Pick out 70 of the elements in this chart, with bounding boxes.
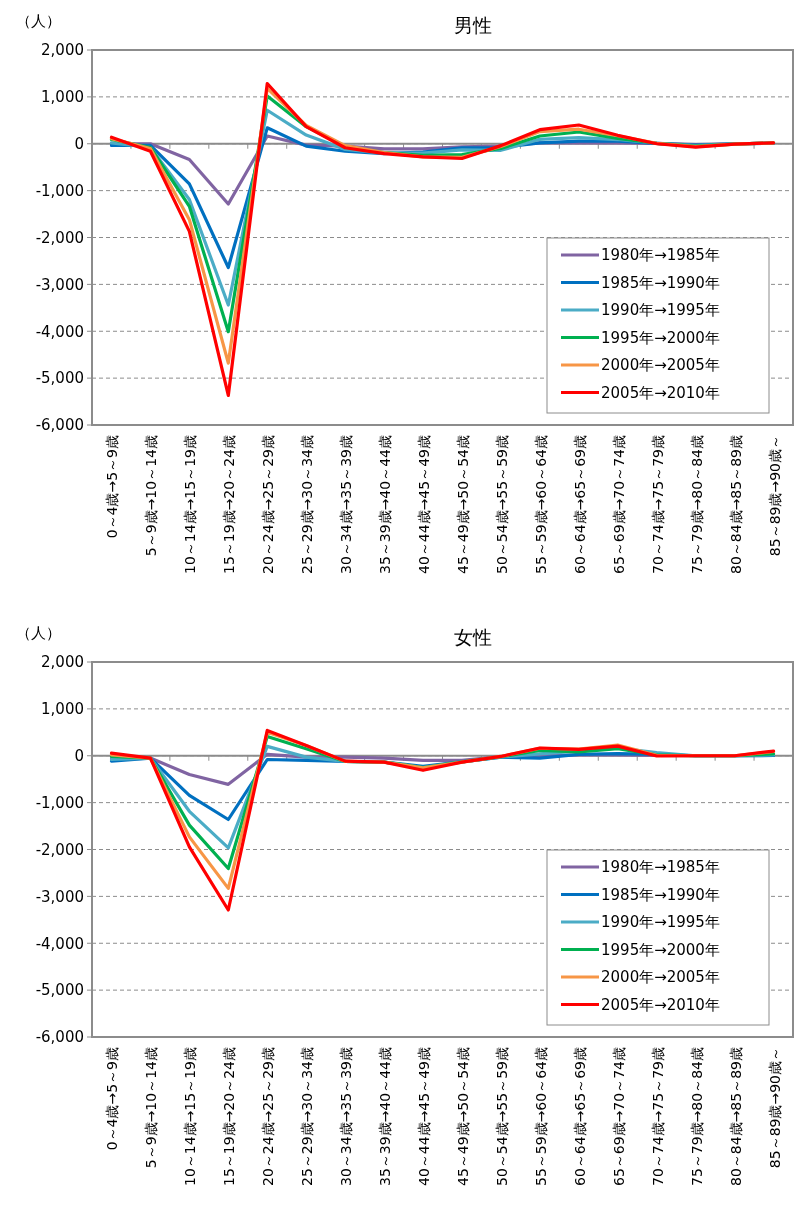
chart-title: 男性: [453, 14, 492, 36]
y-tick-label: 0: [74, 135, 84, 153]
legend-label: 2005年→2010年: [601, 995, 720, 1014]
x-tick-label: 60～64歳→65～69歳: [571, 435, 588, 574]
x-tick-label: 15～19歳→20～24歳: [221, 435, 238, 574]
y-axis-title: （人）: [15, 624, 61, 642]
y-tick-label: -6,000: [35, 416, 84, 435]
x-tick-label: 10～14歳→15～19歳: [182, 1047, 199, 1186]
legend-label: 1980年→1985年: [601, 858, 720, 877]
x-tick-label: 5～9歳→10～14歳: [143, 1047, 160, 1169]
y-tick-label: -2,000: [35, 228, 84, 247]
y-tick-label: 0: [74, 747, 84, 765]
y-tick-label: -2,000: [35, 840, 84, 859]
legend-label: 2000年→2005年: [601, 968, 720, 987]
x-tick-label: 70～74歳→75～79歳: [649, 435, 666, 574]
y-tick-label: -3,000: [35, 275, 84, 294]
y-tick-label: -5,000: [35, 369, 84, 388]
y-tick-label: 1,000: [41, 700, 84, 719]
y-tick-label: -3,000: [35, 887, 84, 906]
x-tick-label: 45～49歳→50～54歳: [454, 1047, 471, 1186]
x-tick-label: 50～54歳→55～59歳: [493, 1047, 510, 1186]
x-tick-label: 80～84歳→85～89歳: [727, 1047, 744, 1186]
x-tick-label: 10～14歳→15～19歳: [182, 435, 199, 574]
x-tick-label: 65～69歳→70～74歳: [610, 435, 627, 574]
x-tick-label: 35～39歳→40～44歳: [377, 435, 394, 574]
x-tick-label: 20～24歳→25～29歳: [260, 1047, 277, 1186]
x-tick-label: 85～89歳→90歳～: [766, 435, 783, 557]
x-tick-label: 25～29歳→30～34歳: [299, 1047, 316, 1186]
y-axis-title: （人）: [15, 12, 61, 30]
y-tick-label: -6,000: [35, 1028, 84, 1047]
x-tick-label: 25～29歳→30～34歳: [299, 435, 316, 574]
x-tick-label: 35～39歳→40～44歳: [377, 1047, 394, 1186]
legend-label: 1995年→2000年: [601, 940, 720, 959]
y-tick-label: -5,000: [35, 981, 84, 1000]
x-tick-label: 75～79歳→80～84歳: [688, 1047, 705, 1186]
legend-label: 1995年→2000年: [601, 328, 720, 347]
y-tick-label: -1,000: [35, 181, 84, 200]
y-tick-label: 1,000: [41, 88, 84, 107]
x-tick-label: 45～49歳→50～54歳: [454, 435, 471, 574]
x-tick-label: 70～74歳→75～79歳: [649, 1047, 666, 1186]
x-tick-label: 40～44歳→45～49歳: [416, 435, 433, 574]
x-tick-label: 30～34歳→35～39歳: [338, 1047, 355, 1186]
x-tick-label: 55～59歳→60～64歳: [532, 435, 549, 574]
x-tick-label: 55～59歳→60～64歳: [532, 1047, 549, 1186]
y-tick-label: 2,000: [41, 653, 84, 672]
y-tick-label: 2,000: [41, 41, 84, 60]
x-tick-label: 65～69歳→70～74歳: [610, 1047, 627, 1186]
legend-label: 1990年→1995年: [601, 301, 720, 320]
legend-label: 1985年→1990年: [601, 885, 720, 904]
x-tick-label: 85～89歳→90歳～: [766, 1047, 783, 1169]
legend-label: 1980年→1985年: [601, 246, 720, 265]
x-tick-label: 0～4歳→5～9歳: [104, 1047, 121, 1151]
legend-label: 2000年→2005年: [601, 356, 720, 375]
y-tick-label: -1,000: [35, 793, 84, 812]
x-tick-label: 30～34歳→35～39歳: [338, 435, 355, 574]
chart-title: 女性: [453, 626, 492, 648]
x-tick-label: 80～84歳→85～89歳: [727, 435, 744, 574]
legend-label: 2005年→2010年: [601, 383, 720, 402]
y-tick-label: -4,000: [35, 934, 84, 953]
x-tick-label: 75～79歳→80～84歳: [688, 435, 705, 574]
x-tick-label: 50～54歳→55～59歳: [493, 435, 510, 574]
x-tick-label: 60～64歳→65～69歳: [571, 1047, 588, 1186]
x-tick-label: 40～44歳→45～49歳: [416, 1047, 433, 1186]
legend-label: 1985年→1990年: [601, 273, 720, 292]
x-tick-label: 5～9歳→10～14歳: [143, 435, 160, 557]
y-tick-label: -4,000: [35, 322, 84, 341]
x-tick-label: 15～19歳→20～24歳: [221, 1047, 238, 1186]
x-tick-label: 0～4歳→5～9歳: [104, 435, 121, 539]
x-tick-label: 20～24歳→25～29歳: [260, 435, 277, 574]
legend-label: 1990年→1995年: [601, 913, 720, 932]
